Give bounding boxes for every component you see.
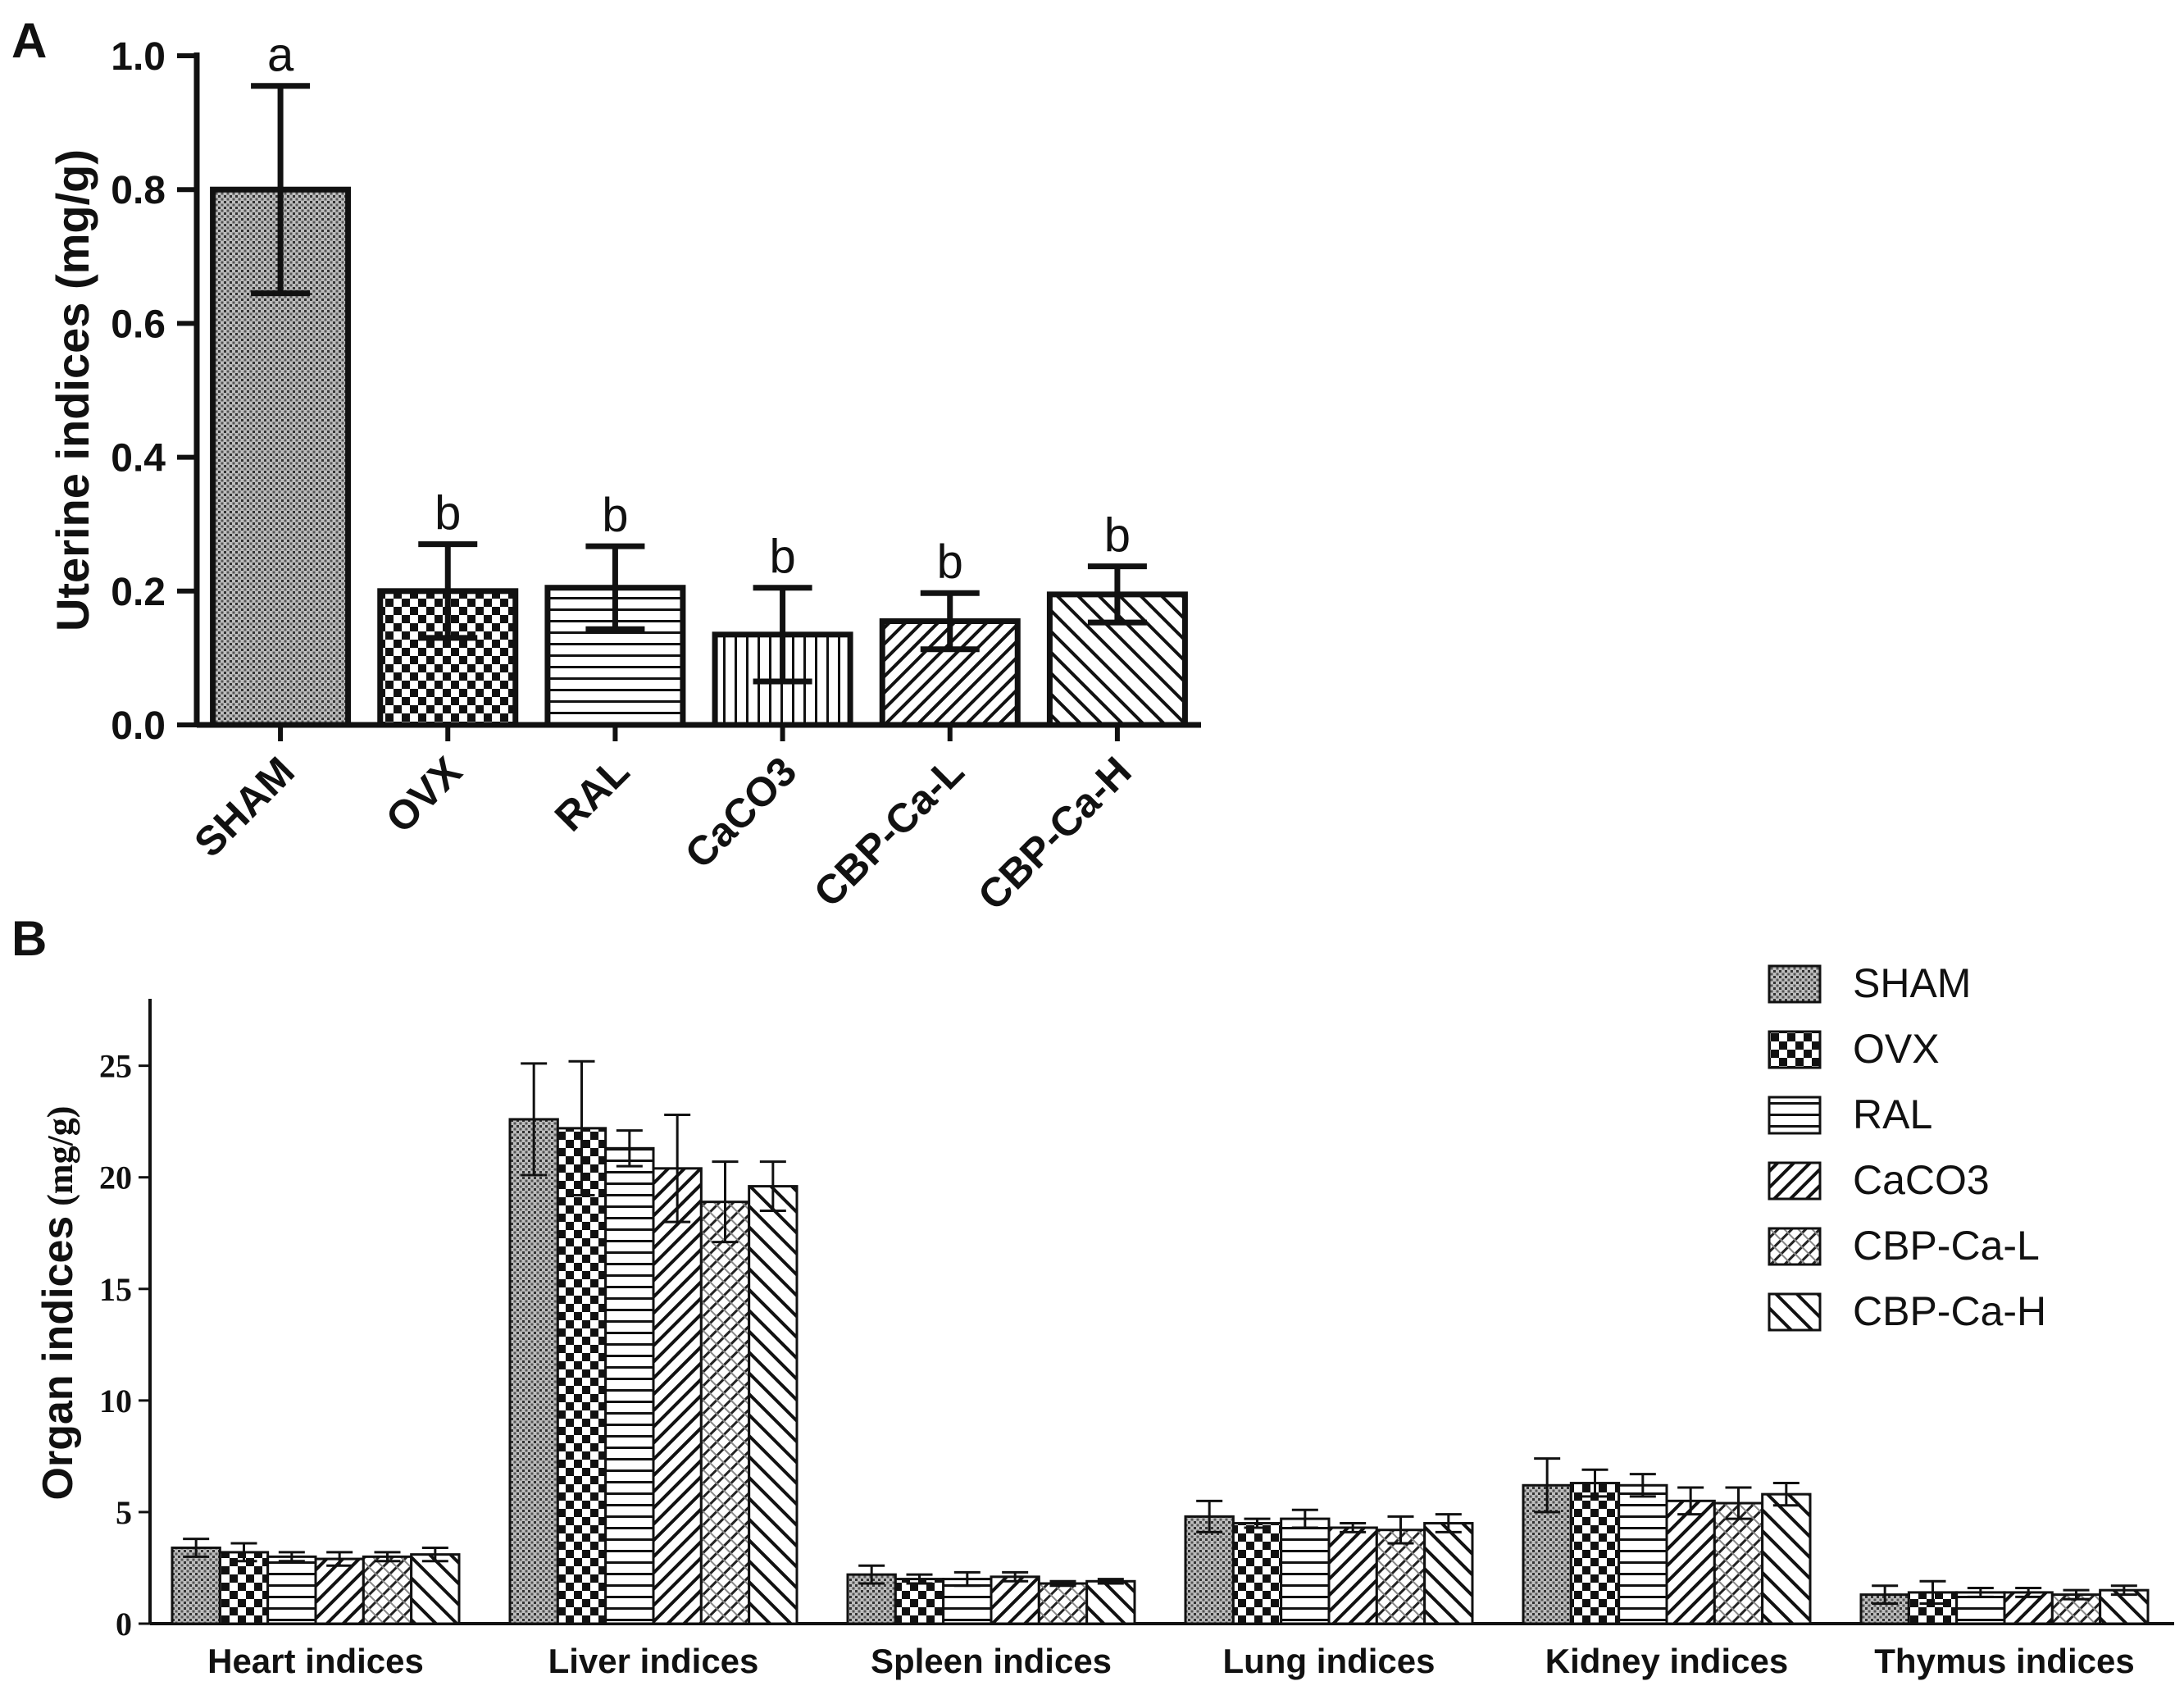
bar-cbp-ca-l: [1713, 1501, 1764, 1625]
bar-ral: [266, 1555, 317, 1625]
y-tick-label: 0.0: [111, 704, 166, 748]
x-tick-label: Heart indices: [207, 1642, 424, 1680]
bar-ral: [1280, 1517, 1331, 1625]
significance-letter: b: [937, 535, 963, 589]
significance-letter: b: [435, 487, 461, 540]
x-tick-label: Lung indices: [1222, 1642, 1435, 1680]
y-tick-label: 0.8: [111, 169, 166, 212]
bar-caco3: [314, 1557, 365, 1625]
legend-swatch-cbp-ca-h: [1768, 1292, 1822, 1332]
bar-ovx: [556, 1127, 607, 1625]
chart-a: 0.0 0.2 0.4 0.6 0.8 1.0 Uterine indices (mg/g)…: [47, 29, 1201, 919]
legend-label: CaCO3: [1853, 1157, 1990, 1203]
x-tick-label: CBP-Ca-L: [805, 748, 973, 916]
bar-ovx: [1231, 1522, 1283, 1625]
y-axis-label: Organ indices (mg/g): [34, 1106, 82, 1501]
x-tick-label: CBP-Ca-H: [969, 748, 1140, 919]
legend-swatch-caco3: [1768, 1161, 1822, 1201]
bar-cbp-ca-l: [1037, 1582, 1089, 1625]
legend-label: CBP-Ca-L: [1853, 1223, 2040, 1269]
bar-cbp-ca-h: [748, 1185, 799, 1625]
y-tick-label: 20: [99, 1160, 132, 1196]
legend-swatch-sham: [1768, 964, 1822, 1004]
y-axis-label-text: Organ indices: [34, 1216, 82, 1501]
y-axis-label: Uterine indices (mg/g): [47, 149, 98, 631]
bar-cbp-ca-l: [699, 1201, 751, 1625]
bar-caco3: [1665, 1499, 1716, 1625]
x-tick-label: Liver indices: [548, 1642, 759, 1680]
bar-ovx: [218, 1551, 270, 1625]
chart-b: 0 5 10 15 20 25 Organ indices (mg/g) Heart indic…: [34, 960, 2174, 1680]
significance-letter: b: [769, 531, 795, 584]
bar-ral: [604, 1146, 655, 1625]
legend: SHAM OVX RAL CaCO3 CBP-Ca-L CBP-Ca-H: [1768, 960, 2046, 1334]
bar-cbp-ca-h: [1423, 1522, 1474, 1625]
y-axis-label-unit: (mg/g): [40, 1106, 80, 1206]
bar-cbp-ca-h: [1761, 1492, 1812, 1625]
bar-sham: [171, 1546, 221, 1625]
bar-caco3: [990, 1575, 1040, 1625]
bar-ral: [1618, 1483, 1668, 1625]
bar-caco3: [1327, 1526, 1378, 1625]
y-tick-label: 15: [99, 1271, 132, 1308]
bar-cbp-ca-l: [362, 1555, 413, 1625]
panel-a-label: A: [11, 13, 47, 68]
y-tick-label: 0.6: [111, 303, 166, 346]
legend-label: CBP-Ca-H: [1853, 1288, 2046, 1334]
y-tick-label: 0.4: [111, 437, 166, 481]
legend-label: SHAM: [1853, 960, 1971, 1006]
legend-label: OVX: [1853, 1026, 1940, 1072]
y-tick-label: 25: [99, 1048, 132, 1085]
bar-ovx: [894, 1578, 945, 1625]
x-tick-label: SHAM: [185, 748, 303, 866]
bar-ovx: [1569, 1482, 1621, 1625]
y-tick-label: 0: [116, 1606, 132, 1643]
bar-caco3: [652, 1167, 703, 1625]
legend-swatch-ral: [1768, 1096, 1822, 1135]
x-tick-label: CaCO3: [676, 748, 805, 877]
significance-letter: a: [267, 29, 294, 82]
y-tick-label: 5: [116, 1494, 132, 1531]
x-tick-label: OVX: [377, 748, 471, 841]
y-tick-label: 1.0: [111, 35, 166, 79]
x-tick-label: Spleen indices: [871, 1642, 1112, 1680]
y-tick-label: 10: [99, 1383, 132, 1419]
bar-cbp-ca-h: [410, 1553, 461, 1625]
bar-cbp-ca-h: [1085, 1579, 1136, 1625]
x-tick-label: Kidney indices: [1545, 1642, 1788, 1680]
legend-label: RAL: [1853, 1091, 1932, 1137]
significance-letter: b: [602, 489, 628, 542]
significance-letter: b: [1104, 509, 1131, 563]
bar-sham: [508, 1118, 559, 1625]
x-tick-label: Thymus indices: [1874, 1642, 2134, 1680]
y-tick-label: 0.2: [111, 571, 166, 614]
x-tick-label: RAL: [546, 748, 638, 840]
legend-swatch-cbp-ca-l: [1768, 1227, 1822, 1266]
legend-swatch-ovx: [1768, 1030, 1822, 1069]
panel-b-label: B: [11, 911, 47, 966]
